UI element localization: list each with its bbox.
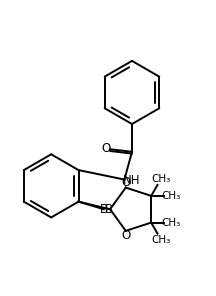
Text: CH₃: CH₃ [161,218,181,228]
Text: CH₃: CH₃ [161,191,181,201]
Text: NH: NH [123,174,140,187]
Text: CH₃: CH₃ [151,174,171,184]
Text: O: O [101,141,111,155]
Text: O: O [121,176,130,189]
Text: B: B [105,203,113,216]
Text: B: B [100,203,108,216]
Text: CH₃: CH₃ [151,235,171,244]
Text: O: O [121,229,130,242]
